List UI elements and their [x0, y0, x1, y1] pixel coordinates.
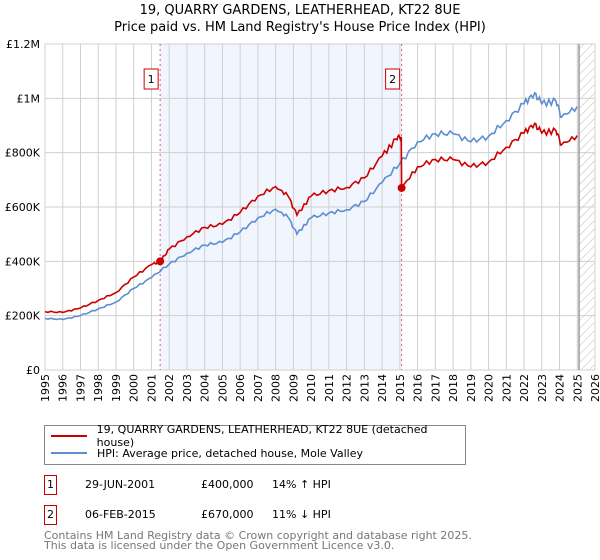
x-tick-label: 1999: [110, 374, 123, 402]
x-tick-label: 2003: [181, 374, 194, 402]
y-tick-label: £0: [26, 364, 40, 377]
sale-label-box: [143, 68, 159, 90]
plot-border: [44, 43, 596, 371]
sale-row-2: 2 06-FEB-2015 £670,000 11% ↓ HPI: [44, 505, 600, 525]
sale-point: [156, 257, 165, 266]
y-tick-label: £1M: [17, 92, 41, 105]
x-tick-label: 2013: [358, 374, 371, 402]
x-tick-label: 2023: [536, 374, 549, 402]
chart-title-line2: Price paid vs. HM Land Registry's House …: [114, 20, 486, 35]
y-tick-label: £400K: [5, 255, 41, 268]
price-chart: 1995 1996 1997 1998 1999 2000 2001 2002 2003 2004…: [5, 38, 600, 402]
x-tick-label: 2025: [571, 374, 584, 402]
x-tick-label: 2019: [465, 374, 478, 402]
sale-hpi-diff: 11% ↓ HPI: [272, 508, 331, 521]
y-tick-label: £600K: [5, 201, 41, 214]
property-price-line: [44, 122, 578, 314]
y-tick-label: £800K: [5, 147, 41, 160]
x-tick-label: 2006: [234, 374, 247, 402]
x-tick-label: 2024: [554, 374, 567, 402]
x-tick-label: 2001: [145, 374, 158, 402]
sale-marker-box: 1: [44, 475, 57, 495]
x-tick-label: 2000: [128, 374, 141, 402]
legend-swatch-red: [51, 435, 87, 437]
x-tick-label: 1997: [74, 374, 87, 402]
x-tick-label: 2018: [447, 374, 460, 402]
x-tick-label: 2004: [199, 374, 212, 402]
x-tick-label: 2015: [394, 374, 407, 402]
sale-marker-box: 2: [44, 505, 57, 525]
x-tick-label: 2026: [589, 374, 600, 402]
legend-item-hpi: HPI: Average price, detached house, Mole…: [51, 445, 363, 461]
sale-hpi-diff: 14% ↑ HPI: [272, 478, 331, 491]
sale-label: 2: [389, 73, 396, 86]
footer-line1: Contains HM Land Registry data © Crown c…: [44, 529, 472, 542]
x-tick-label: 2020: [483, 374, 496, 402]
legend-swatch-blue: [51, 452, 87, 454]
x-tick-label: 2021: [500, 374, 513, 402]
x-tick-label: 2009: [287, 374, 300, 402]
sale-price: £400,000: [201, 478, 254, 491]
y-tick-label: £200K: [5, 310, 41, 323]
footer-line2: This data is licensed under the Open Gov…: [44, 539, 395, 552]
sale-row-1: 1 29-JUN-2001 £400,000 14% ↑ HPI: [44, 475, 600, 495]
x-tick-label: 2005: [216, 374, 229, 402]
sale-point: [397, 183, 406, 192]
x-tick-label: 2008: [270, 374, 283, 402]
x-tick-label: 1995: [39, 374, 52, 402]
sale-date: 29-JUN-2001: [85, 478, 156, 491]
sale-label: 1: [148, 73, 155, 86]
x-tick-label: 2022: [518, 374, 531, 402]
x-tick-label: 2002: [163, 374, 176, 402]
sale-date: 06-FEB-2015: [85, 508, 156, 521]
x-tick-label: 2017: [429, 374, 442, 402]
x-tick-label: 2012: [341, 374, 354, 402]
legend-label: HPI: Average price, detached house, Mole…: [97, 446, 363, 460]
legend-label: 19, QUARRY GARDENS, LEATHERHEAD, KT22 8U…: [96, 423, 428, 449]
x-tick-label: 2007: [252, 374, 265, 402]
x-tick-label: 1998: [92, 374, 105, 402]
x-tick-label: 2014: [376, 374, 389, 402]
hpi-line: [44, 91, 578, 321]
x-tick-label: 2010: [305, 374, 318, 402]
sale-price: £670,000: [201, 508, 254, 521]
chart-title-line1: 19, QUARRY GARDENS, LEATHERHEAD, KT22 8U…: [139, 3, 461, 18]
legend-item-property: 19, QUARRY GARDENS, LEATHERHEAD, KT22 8U…: [51, 423, 465, 449]
y-tick-label: £1.2M: [6, 38, 40, 51]
footer: Contains HM Land Registry data © Crown c…: [44, 529, 472, 552]
legend: 19, QUARRY GARDENS, LEATHERHEAD, KT22 8U…: [44, 423, 466, 465]
x-tick-label: 2016: [412, 374, 425, 402]
x-tick-label: 1996: [57, 374, 70, 402]
sale-label-box: [385, 68, 401, 90]
x-tick-label: 2011: [323, 374, 336, 402]
